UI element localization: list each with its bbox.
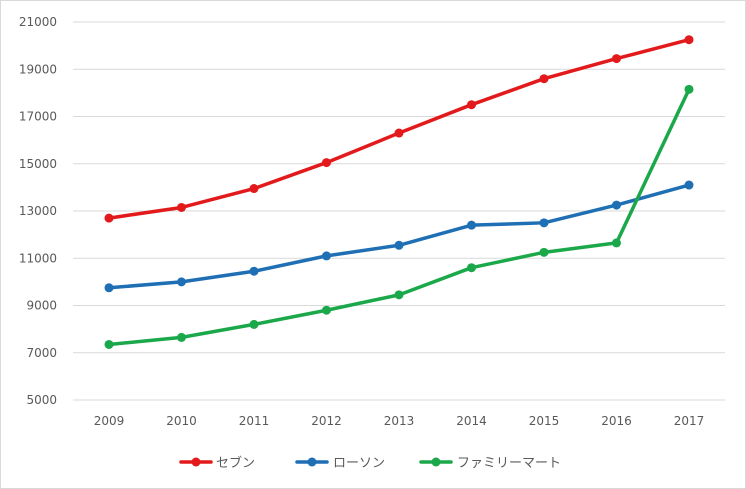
data-point <box>467 220 476 230</box>
series-2 <box>104 84 694 349</box>
y-tick-label: 11000 <box>19 251 57 265</box>
x-tick-label: 2015 <box>529 414 560 428</box>
data-point <box>539 218 549 228</box>
data-point <box>394 240 404 250</box>
data-point <box>249 266 259 276</box>
data-point <box>394 128 404 138</box>
data-point <box>612 238 621 248</box>
x-tick-label: 2016 <box>601 414 632 428</box>
y-tick-label: 17000 <box>19 110 57 124</box>
y-tick-label: 13000 <box>19 204 57 218</box>
series-line <box>107 87 691 347</box>
series-lines <box>104 35 694 349</box>
legend-swatch-marker <box>307 457 317 467</box>
data-point <box>322 305 331 315</box>
legend-item: セブン <box>179 455 255 471</box>
data-point <box>322 251 331 261</box>
data-point <box>322 158 331 168</box>
legend-label: ローソン <box>333 456 385 471</box>
data-point <box>684 180 694 190</box>
x-tick-label: 2017 <box>674 414 705 428</box>
series-1 <box>104 180 694 293</box>
data-point <box>539 247 549 257</box>
y-axis-ticks: 5000 7000 9000 11000 13000 15000 17000 19000 210… <box>19 15 57 407</box>
data-point <box>467 100 476 110</box>
y-tick-label: 7000 <box>26 346 57 360</box>
legend: セブン ローソン ファミリーマート <box>179 455 561 471</box>
x-tick-label: 2009 <box>94 414 125 428</box>
data-point <box>612 200 621 210</box>
data-point <box>612 54 621 64</box>
y-tick-label: 9000 <box>26 299 57 313</box>
data-point <box>467 263 476 273</box>
y-tick-label: 19000 <box>19 62 57 76</box>
x-tick-label: 2014 <box>456 414 487 428</box>
legend-item: ファミリーマート <box>419 456 561 471</box>
data-point <box>684 35 694 45</box>
data-point <box>684 84 694 94</box>
series-line <box>107 183 691 290</box>
data-point <box>104 283 114 293</box>
y-tick-label: 5000 <box>26 393 57 407</box>
grid-lines <box>73 21 725 401</box>
legend-label: セブン <box>216 455 255 471</box>
x-tick-label: 2011 <box>239 414 270 428</box>
x-tick-label: 2010 <box>166 414 197 428</box>
y-tick-label: 15000 <box>19 157 57 171</box>
x-axis-ticks: 2009 2010 2011 2012 2013 2014 2015 2016 2017 <box>94 414 705 428</box>
y-tick-label: 21000 <box>19 15 57 29</box>
legend-swatch-marker <box>431 457 441 467</box>
legend-swatch-marker <box>191 457 201 467</box>
x-tick-label: 2012 <box>311 414 342 428</box>
data-point <box>104 213 114 223</box>
data-point <box>177 202 186 212</box>
data-point <box>104 339 114 349</box>
data-point <box>394 290 404 300</box>
series-0 <box>104 35 694 223</box>
legend-label: ファミリーマート <box>457 456 561 471</box>
data-point <box>539 74 549 84</box>
x-tick-label: 2013 <box>384 414 415 428</box>
data-point <box>177 277 186 287</box>
legend-item: ローソン <box>295 456 385 471</box>
data-point <box>249 319 259 329</box>
data-point <box>177 332 186 342</box>
data-point <box>249 184 259 194</box>
